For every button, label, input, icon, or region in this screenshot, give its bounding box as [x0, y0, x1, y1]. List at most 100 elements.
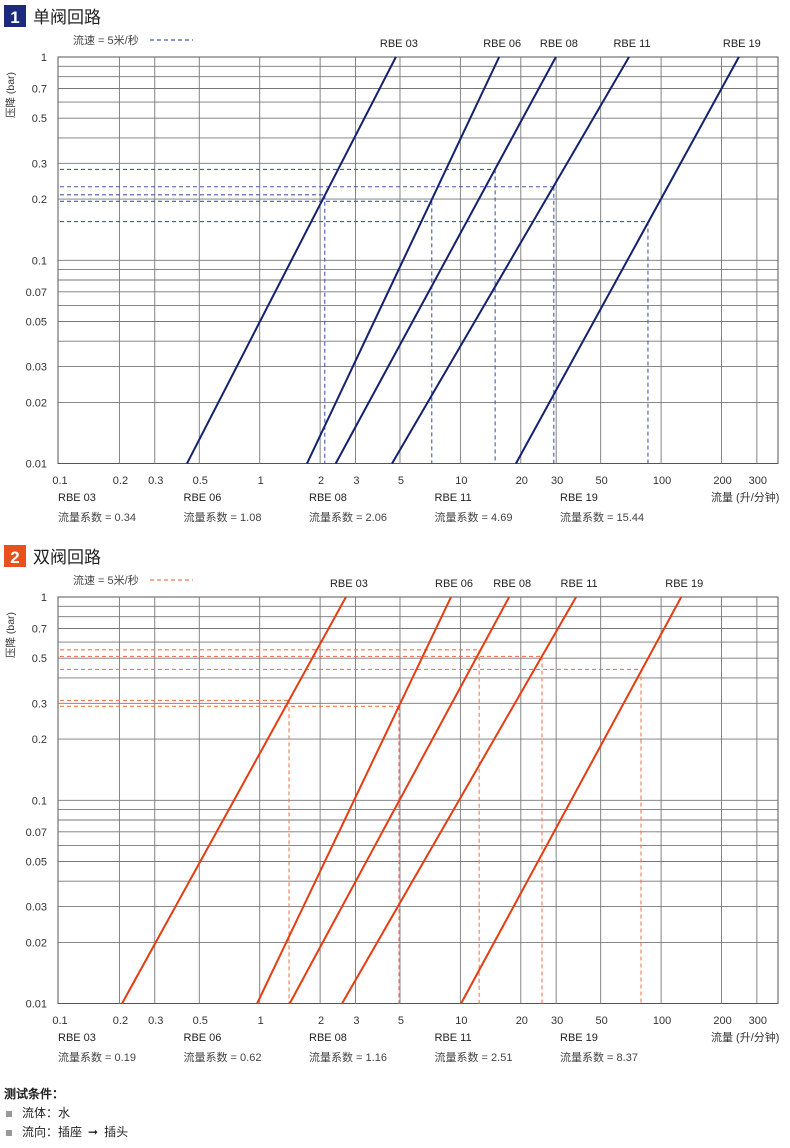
series-legend-name: RBE 08 — [309, 492, 347, 504]
x-tick-label: 200 — [713, 1015, 731, 1027]
series-line-rbe-19 — [460, 596, 683, 1005]
y-tick-label: 1 — [41, 592, 47, 604]
series-legend-kv: 流量系数 = 0.19 — [58, 1050, 136, 1064]
x-tick-label: 0.3 — [148, 1015, 163, 1027]
series-top-label: RBE 19 — [665, 578, 703, 590]
x-tick-label: 3 — [353, 1015, 359, 1027]
series-top-label: RBE 03 — [330, 578, 368, 590]
series-legend-kv: 流量系数 = 8.37 — [560, 1050, 638, 1064]
chart-title: 双阀回路 — [33, 548, 101, 567]
chart-title: 单阀回路 — [33, 8, 101, 27]
y-tick-label: 0.2 — [32, 734, 47, 746]
y-tick-label: 0.07 — [26, 827, 47, 839]
x-tick-label: 1 — [258, 1015, 264, 1027]
test-conditions-title: 测试条件： — [4, 1087, 65, 1101]
x-tick-label: 0.5 — [193, 1015, 208, 1027]
series-line-rbe-11 — [341, 596, 577, 1005]
series-line-rbe-08 — [334, 56, 557, 465]
x-tick-label: 0.1 — [52, 475, 67, 487]
series-top-label: RBE 19 — [723, 38, 761, 50]
y-tick-label: 0.7 — [32, 623, 47, 635]
series-legend-kv: 流量系数 = 15.44 — [560, 510, 644, 524]
series-legend-kv: 流量系数 = 4.69 — [435, 510, 513, 524]
x-tick-label: 0.5 — [193, 475, 208, 487]
test-conditions: 测试条件： 流体：水 流向：插座 ➞ 插头 — [4, 1085, 128, 1142]
x-tick-label: 20 — [516, 475, 528, 487]
y-tick-label: 0.5 — [32, 113, 47, 125]
y-tick-label: 0.02 — [26, 937, 47, 949]
series-legend-name: RBE 19 — [560, 492, 598, 504]
y-tick-label: 0.1 — [32, 255, 47, 267]
x-axis-label: 流量 (升/分钟) — [711, 490, 779, 504]
y-tick-label: 0.3 — [32, 158, 47, 170]
chart-number-badge — [4, 5, 26, 27]
series-legend-kv: 流量系数 = 2.06 — [309, 510, 387, 524]
series-top-label: RBE 11 — [613, 38, 650, 50]
y-tick-label: 1 — [41, 52, 47, 64]
series-legend-name: RBE 11 — [435, 1032, 472, 1044]
x-tick-label: 0.1 — [52, 1015, 67, 1027]
x-tick-label: 5 — [398, 475, 404, 487]
series-legend-name: RBE 08 — [309, 1032, 347, 1044]
y-tick-label: 0.03 — [26, 362, 47, 374]
series-top-label: RBE 06 — [435, 578, 473, 590]
series-legend-kv: 流量系数 = 0.62 — [184, 1050, 262, 1064]
velocity-legend-label: 流速 = 5米/秒 — [73, 33, 139, 47]
x-tick-label: 100 — [653, 475, 671, 487]
x-tick-label: 2 — [318, 475, 324, 487]
x-tick-label: 30 — [551, 1015, 563, 1027]
x-tick-label: 3 — [353, 475, 359, 487]
y-tick-label: 0.01 — [26, 459, 47, 471]
x-tick-label: 50 — [596, 1015, 608, 1027]
y-tick-label: 0.3 — [32, 698, 47, 710]
series-top-label: RBE 03 — [380, 38, 418, 50]
series-line-rbe-19 — [515, 56, 740, 465]
condition-direction-prefix: 流向：插座 — [22, 1125, 83, 1139]
bullet-icon — [6, 1129, 12, 1136]
y-tick-label: 0.05 — [26, 316, 47, 328]
series-line-rbe-08 — [288, 596, 511, 1005]
series-legend-name: RBE 03 — [58, 1032, 96, 1044]
x-tick-label: 0.2 — [113, 1015, 128, 1027]
condition-direction: 流向：插座 ➞ 插头 — [4, 1123, 128, 1142]
y-tick-label: 0.01 — [26, 999, 47, 1011]
x-tick-label: 300 — [749, 1015, 767, 1027]
y-tick-label: 0.1 — [32, 795, 47, 807]
condition-fluid: 流体：水 — [4, 1104, 128, 1123]
x-tick-label: 50 — [596, 475, 608, 487]
x-tick-label: 5 — [398, 1015, 404, 1027]
x-tick-label: 1 — [258, 475, 264, 487]
series-line-rbe-03 — [121, 596, 347, 1005]
x-tick-label: 30 — [551, 475, 563, 487]
arrow-right-icon: ➞ — [88, 1125, 99, 1139]
x-tick-label: 0.3 — [148, 475, 163, 487]
condition-direction-suffix: 插头 — [104, 1125, 129, 1139]
chart-number: 1 — [10, 8, 19, 27]
series-legend-name: RBE 11 — [435, 492, 472, 504]
series-legend-kv: 流量系数 = 1.16 — [309, 1050, 387, 1064]
y-axis-label: 压降 (bar) — [4, 612, 17, 658]
series-legend-name: RBE 06 — [184, 492, 222, 504]
single-valve-chart: 1 单阀回路 流速 = 5米/秒 压降 (bar) 0.1 0.2 0.3 0.5 1 2 3 5 10… — [0, 0, 790, 540]
x-tick-label: 0.2 — [113, 475, 128, 487]
series-top-label: RBE 08 — [540, 38, 578, 50]
series-legend-kv: 流量系数 = 1.08 — [184, 510, 262, 524]
velocity-legend-label: 流速 = 5米/秒 — [73, 573, 139, 587]
series-legend-name: RBE 06 — [184, 1032, 222, 1044]
x-tick-label: 100 — [653, 1015, 671, 1027]
series-legend-kv: 流量系数 = 0.34 — [58, 510, 136, 524]
x-axis-label: 流量 (升/分钟) — [711, 1030, 779, 1044]
series-line-rbe-03 — [186, 56, 397, 465]
series-legend-kv: 流量系数 = 2.51 — [435, 1050, 513, 1064]
bullet-icon — [6, 1110, 12, 1117]
x-tick-label: 300 — [749, 475, 767, 487]
y-tick-label: 0.2 — [32, 194, 47, 206]
series-line-rbe-11 — [391, 56, 630, 465]
x-tick-label: 10 — [455, 1015, 467, 1027]
y-tick-label: 0.5 — [32, 653, 47, 665]
x-tick-label: 2 — [318, 1015, 324, 1027]
y-tick-label: 0.02 — [26, 397, 47, 409]
series-legend-name: RBE 19 — [560, 1032, 598, 1044]
series-top-label: RBE 08 — [493, 578, 531, 590]
